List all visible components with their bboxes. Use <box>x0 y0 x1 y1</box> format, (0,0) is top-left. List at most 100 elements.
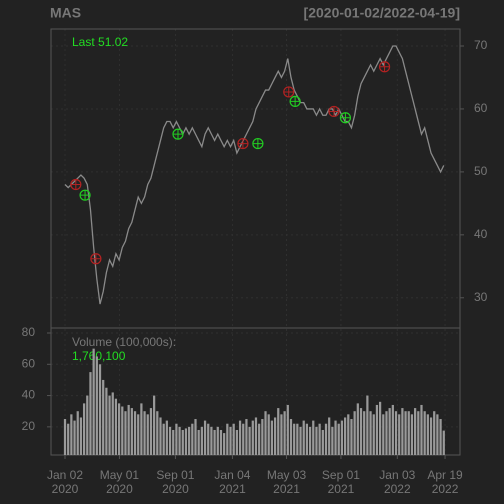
volume-bar <box>67 423 70 455</box>
volume-bar <box>372 414 375 455</box>
signal-cross <box>252 138 263 149</box>
volume-last-label: 1,760,100 <box>72 349 126 363</box>
x-tick-year: 2021 <box>328 482 355 496</box>
signal-cross <box>328 106 339 117</box>
volume-bar <box>407 411 410 455</box>
volume-bar <box>286 404 289 455</box>
volume-bar <box>63 419 67 455</box>
volume-bar <box>111 392 114 455</box>
volume-bar <box>324 423 328 455</box>
volume-bar <box>261 419 264 455</box>
volume-bar <box>251 420 254 455</box>
volume-bar <box>216 426 219 455</box>
volume-bar <box>162 423 165 455</box>
volume-bar <box>289 419 293 455</box>
volume-bar <box>283 411 286 455</box>
volume-bar <box>388 408 391 455</box>
x-tick-label: May 03 <box>267 468 307 482</box>
volume-bar <box>178 426 181 455</box>
volume-bar <box>305 423 309 455</box>
volume-bar <box>267 414 270 455</box>
x-tick-label: Jan 03 <box>379 468 415 482</box>
volume-bar <box>73 420 76 455</box>
volume-bar <box>92 348 95 455</box>
volume-bar <box>203 420 207 455</box>
x-tick-year: 2021 <box>273 482 300 496</box>
volume-bar <box>184 428 188 455</box>
x-tick-label: Apr 19 <box>427 468 463 482</box>
volume-bar <box>213 429 216 455</box>
volume-bar <box>143 411 146 455</box>
volume-bar <box>175 423 178 455</box>
volume-bar <box>232 423 235 455</box>
volume-bar <box>149 408 153 455</box>
volume-bar <box>401 408 404 455</box>
volume-bar <box>86 395 89 455</box>
volume-bar <box>359 408 363 455</box>
volume-bar <box>375 404 379 455</box>
volume-bar <box>410 414 414 455</box>
volume-bar <box>200 426 203 455</box>
x-tick-label: Jan 04 <box>214 468 250 482</box>
last-label: Last 51.02 <box>72 35 128 49</box>
volume-bar <box>321 429 324 455</box>
volume-bar <box>248 426 251 455</box>
volume-bar <box>207 423 210 455</box>
y2-tick-label: 20 <box>22 419 36 433</box>
volume-bar <box>315 426 318 455</box>
volume-bar <box>426 414 429 455</box>
volume-bar <box>394 411 398 455</box>
volume-bar <box>238 420 242 455</box>
volume-bar <box>188 426 191 455</box>
volume-bar <box>398 414 401 455</box>
volume-bar <box>127 404 130 455</box>
volume-bar <box>181 429 184 455</box>
volume-bar <box>242 423 245 455</box>
volume-bar <box>378 401 382 455</box>
x-tick-year: 2020 <box>162 482 189 496</box>
volume-bar <box>108 395 111 455</box>
volume-bar <box>102 379 105 455</box>
signal-cross <box>90 253 101 264</box>
volume-bar <box>117 403 121 455</box>
y-tick-label: 70 <box>474 38 488 52</box>
volume-bar <box>273 417 277 455</box>
y2-tick-label: 60 <box>22 356 36 370</box>
x-tick-year: 2021 <box>219 482 246 496</box>
signal-cross <box>283 86 294 97</box>
volume-bar <box>429 417 433 455</box>
volume-bar <box>264 411 267 455</box>
volume-bar <box>312 420 315 455</box>
x-tick-year: 2022 <box>384 482 411 496</box>
volume-bar <box>114 398 118 455</box>
signal-cross <box>80 190 91 201</box>
x-tick-year: 2020 <box>106 482 133 496</box>
volume-bar <box>194 419 197 455</box>
signal-cross <box>340 112 351 123</box>
price-panel <box>50 28 461 329</box>
price-line <box>64 45 445 305</box>
x-tick-label: May 01 <box>100 468 140 482</box>
volume-bar <box>254 417 258 455</box>
volume-bar <box>331 426 334 455</box>
volume-bar <box>353 411 356 455</box>
volume-bar <box>337 423 340 455</box>
volume-bar <box>79 417 83 455</box>
volume-bar <box>414 408 417 455</box>
volume-bar <box>235 429 238 455</box>
volume-bar <box>366 395 369 455</box>
volume-bar <box>328 417 331 455</box>
volume-bar <box>168 426 172 455</box>
date-range: [2020-01-02/2022-04-19] <box>304 5 460 21</box>
volume-bar <box>363 411 366 455</box>
volume-bar <box>293 423 296 455</box>
volume-bar <box>347 414 350 455</box>
volume-bar <box>133 411 137 455</box>
volume-bar <box>433 411 436 455</box>
volume-bar <box>98 364 102 455</box>
x-tick-year: 2020 <box>52 482 79 496</box>
volume-bar <box>146 414 149 455</box>
volume-bar <box>258 423 261 455</box>
volume-bar <box>130 408 133 455</box>
